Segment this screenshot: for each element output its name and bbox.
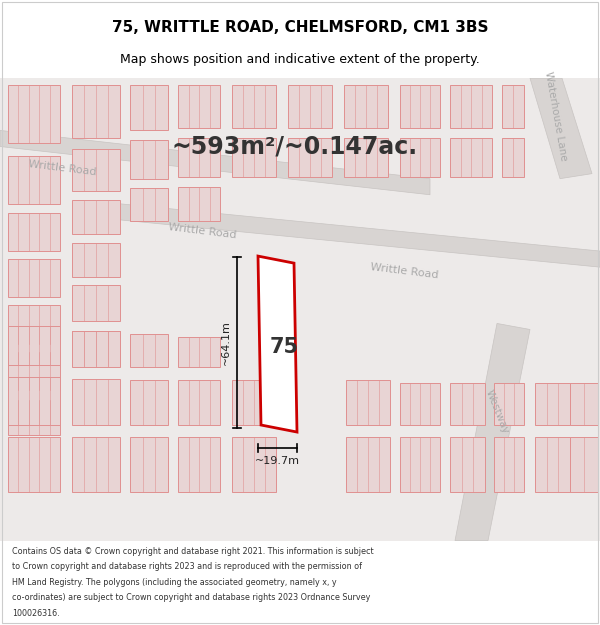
Text: Writtle Road: Writtle Road bbox=[28, 159, 97, 177]
Bar bbox=[346, 437, 390, 493]
Bar bbox=[8, 306, 60, 344]
Bar bbox=[72, 437, 120, 493]
Bar bbox=[232, 437, 276, 493]
Text: Writtle Road: Writtle Road bbox=[168, 222, 237, 240]
Bar bbox=[450, 382, 485, 425]
Polygon shape bbox=[120, 204, 600, 267]
Bar bbox=[232, 85, 276, 128]
Bar bbox=[346, 380, 390, 425]
Bar bbox=[8, 352, 60, 390]
Bar bbox=[344, 85, 388, 128]
Bar bbox=[8, 326, 60, 364]
Bar bbox=[570, 382, 598, 425]
Text: 75, WRITTLE ROAD, CHELMSFORD, CM1 3BS: 75, WRITTLE ROAD, CHELMSFORD, CM1 3BS bbox=[112, 19, 488, 34]
Text: ~64.1m: ~64.1m bbox=[221, 320, 231, 365]
Bar bbox=[8, 400, 60, 435]
Polygon shape bbox=[530, 78, 592, 179]
Bar bbox=[178, 437, 220, 493]
Text: 100026316.: 100026316. bbox=[12, 609, 59, 618]
Bar bbox=[232, 139, 276, 177]
Bar bbox=[130, 334, 168, 367]
Text: ~593m²/~0.147ac.: ~593m²/~0.147ac. bbox=[172, 134, 418, 159]
Bar bbox=[130, 85, 168, 131]
Bar bbox=[288, 139, 332, 177]
Bar bbox=[72, 85, 120, 139]
Bar bbox=[72, 243, 120, 278]
Bar bbox=[535, 437, 570, 493]
Bar bbox=[72, 149, 120, 191]
Bar bbox=[178, 187, 220, 221]
Bar bbox=[8, 259, 60, 298]
Bar bbox=[8, 377, 60, 425]
Text: co-ordinates) are subject to Crown copyright and database rights 2023 Ordnance S: co-ordinates) are subject to Crown copyr… bbox=[12, 593, 370, 602]
Bar bbox=[130, 188, 168, 221]
Bar bbox=[130, 380, 168, 425]
Bar bbox=[502, 85, 524, 128]
Polygon shape bbox=[258, 256, 297, 432]
Bar bbox=[72, 285, 120, 321]
Bar bbox=[130, 437, 168, 493]
Bar bbox=[450, 437, 485, 493]
Bar bbox=[8, 437, 60, 493]
Bar bbox=[450, 85, 492, 128]
Bar bbox=[450, 139, 492, 177]
Text: Contains OS data © Crown copyright and database right 2021. This information is : Contains OS data © Crown copyright and d… bbox=[12, 546, 374, 556]
Bar bbox=[400, 437, 440, 493]
Text: Map shows position and indicative extent of the property.: Map shows position and indicative extent… bbox=[120, 53, 480, 66]
Bar bbox=[8, 85, 60, 144]
Bar bbox=[8, 156, 60, 204]
Bar bbox=[72, 379, 120, 425]
Bar bbox=[178, 85, 220, 128]
Bar bbox=[494, 437, 524, 493]
Bar bbox=[288, 85, 332, 128]
Text: HM Land Registry. The polygons (including the associated geometry, namely x, y: HM Land Registry. The polygons (includin… bbox=[12, 578, 337, 587]
Bar bbox=[178, 336, 220, 367]
Text: Waterhouse Lane: Waterhouse Lane bbox=[543, 71, 569, 162]
Text: 75: 75 bbox=[269, 337, 299, 357]
Bar bbox=[535, 382, 570, 425]
Text: to Crown copyright and database rights 2023 and is reproduced with the permissio: to Crown copyright and database rights 2… bbox=[12, 562, 362, 571]
Bar bbox=[502, 139, 524, 177]
Polygon shape bbox=[0, 131, 430, 195]
Bar bbox=[178, 380, 220, 425]
Bar bbox=[178, 139, 220, 177]
Bar bbox=[344, 139, 388, 177]
Bar bbox=[130, 141, 168, 179]
Bar bbox=[400, 85, 440, 128]
Bar bbox=[232, 380, 276, 425]
Bar bbox=[72, 200, 120, 234]
Text: Westway: Westway bbox=[484, 389, 511, 436]
Bar bbox=[494, 382, 524, 425]
Bar bbox=[72, 331, 120, 367]
Bar bbox=[72, 331, 120, 366]
Bar bbox=[400, 139, 440, 177]
Bar bbox=[570, 437, 598, 493]
Text: Writtle Road: Writtle Road bbox=[370, 262, 439, 280]
Bar bbox=[400, 382, 440, 425]
Polygon shape bbox=[455, 324, 530, 541]
Text: ~19.7m: ~19.7m bbox=[255, 456, 300, 466]
Bar bbox=[8, 213, 60, 251]
